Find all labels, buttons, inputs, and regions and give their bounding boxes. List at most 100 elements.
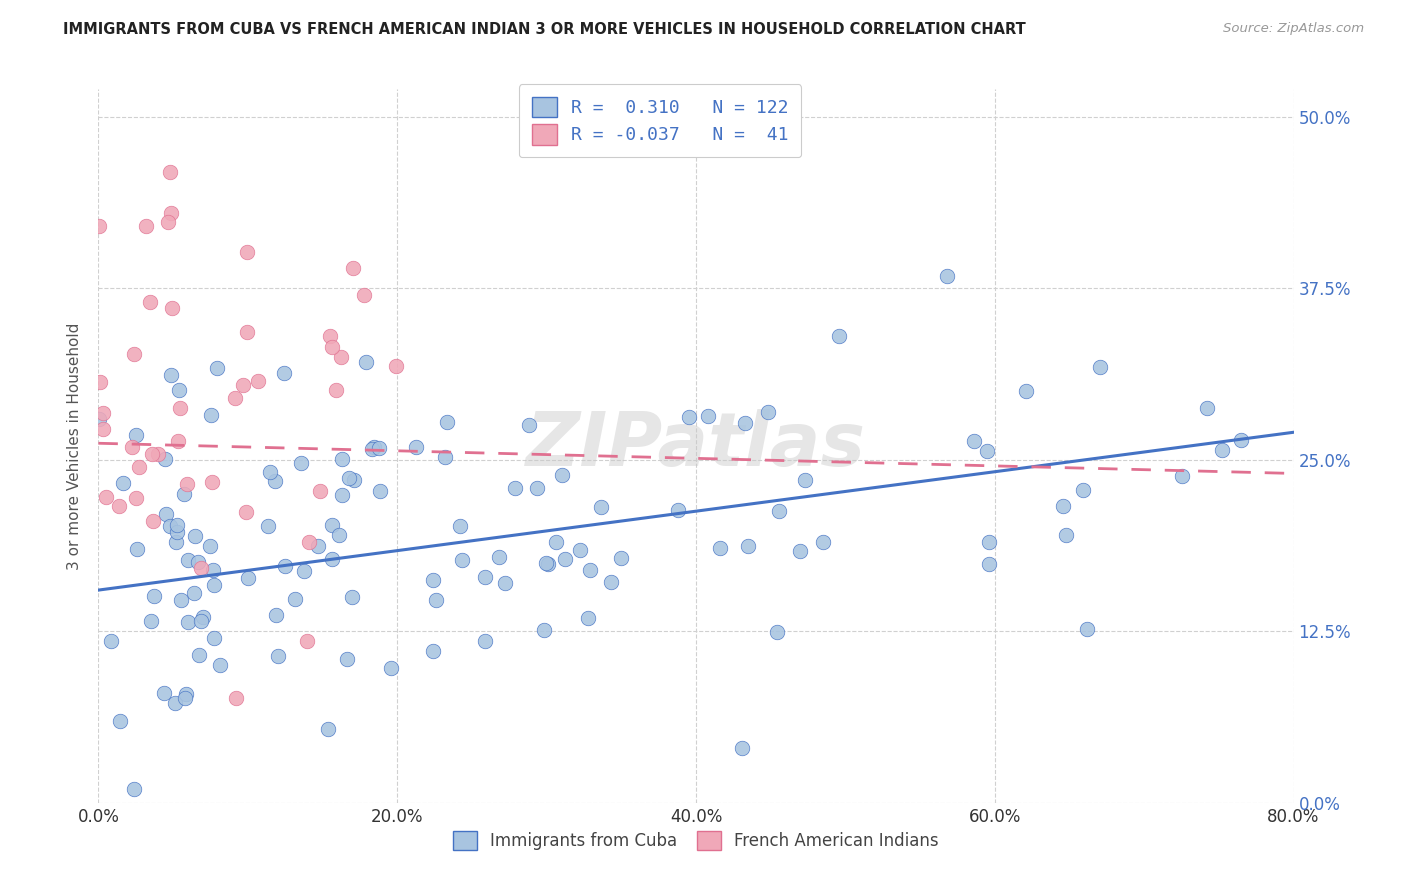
- Point: [385, 359, 408, 373]
- Point: [1211, 443, 1233, 458]
- Point: [297, 634, 319, 648]
- Point: [339, 471, 361, 485]
- Point: [170, 592, 193, 607]
- Point: [224, 391, 246, 405]
- Point: [236, 244, 259, 259]
- Point: [201, 475, 224, 489]
- Point: [159, 164, 181, 178]
- Point: [976, 444, 998, 458]
- Point: [330, 451, 353, 466]
- Point: [422, 573, 444, 587]
- Point: [155, 507, 177, 521]
- Point: [292, 564, 315, 578]
- Point: [731, 740, 754, 755]
- Point: [1171, 469, 1194, 483]
- Point: [153, 685, 176, 699]
- Point: [125, 491, 148, 505]
- Point: [225, 691, 247, 706]
- Point: [517, 417, 540, 432]
- Text: Source: ZipAtlas.com: Source: ZipAtlas.com: [1223, 22, 1364, 36]
- Point: [273, 366, 295, 380]
- Point: [169, 384, 191, 398]
- Point: [165, 696, 187, 710]
- Point: [208, 657, 231, 672]
- Point: [159, 519, 181, 533]
- Point: [232, 378, 254, 392]
- Point: [405, 440, 427, 454]
- Point: [737, 539, 759, 553]
- Point: [554, 552, 576, 566]
- Legend: Immigrants from Cuba, French American Indians: Immigrants from Cuba, French American In…: [446, 822, 946, 859]
- Point: [108, 499, 131, 513]
- Point: [200, 408, 222, 422]
- Point: [342, 260, 364, 275]
- Point: [537, 557, 560, 571]
- Point: [1195, 401, 1218, 416]
- Point: [696, 409, 718, 424]
- Point: [425, 592, 447, 607]
- Point: [318, 329, 340, 343]
- Text: ZIPatlas: ZIPatlas: [526, 409, 866, 483]
- Point: [309, 483, 332, 498]
- Point: [488, 550, 510, 565]
- Text: IMMIGRANTS FROM CUBA VS FRENCH AMERICAN INDIAN 3 OR MORE VEHICLES IN HOUSEHOLD C: IMMIGRANTS FROM CUBA VS FRENCH AMERICAN …: [63, 22, 1026, 37]
- Point: [1073, 483, 1095, 498]
- Point: [141, 447, 163, 461]
- Point: [434, 450, 457, 464]
- Point: [363, 440, 385, 454]
- Point: [368, 483, 391, 498]
- Point: [321, 518, 343, 533]
- Point: [127, 541, 149, 556]
- Point: [1054, 528, 1077, 542]
- Point: [159, 205, 181, 219]
- Point: [284, 591, 307, 606]
- Point: [290, 456, 312, 470]
- Point: [343, 473, 366, 487]
- Point: [436, 415, 458, 429]
- Point: [238, 571, 260, 585]
- Point: [536, 556, 558, 570]
- Point: [451, 553, 474, 567]
- Point: [449, 519, 471, 533]
- Point: [380, 661, 402, 675]
- Y-axis label: 3 or more Vehicles in Household: 3 or more Vehicles in Household: [67, 322, 83, 570]
- Point: [963, 434, 986, 448]
- Point: [89, 375, 111, 389]
- Point: [789, 544, 811, 558]
- Point: [811, 535, 834, 549]
- Point: [111, 476, 134, 491]
- Point: [1229, 434, 1251, 448]
- Point: [167, 434, 190, 448]
- Point: [794, 473, 817, 487]
- Point: [321, 551, 343, 566]
- Point: [361, 442, 384, 457]
- Point: [190, 560, 212, 574]
- Point: [589, 500, 612, 514]
- Point: [609, 551, 631, 566]
- Point: [159, 368, 181, 382]
- Point: [734, 416, 756, 430]
- Point: [321, 340, 343, 354]
- Point: [368, 441, 391, 455]
- Point: [340, 590, 363, 604]
- Point: [121, 440, 143, 454]
- Point: [110, 714, 132, 729]
- Point: [166, 518, 188, 533]
- Point: [768, 503, 790, 517]
- Point: [176, 477, 198, 491]
- Point: [422, 644, 444, 658]
- Point: [1015, 384, 1038, 398]
- Point: [202, 631, 225, 645]
- Point: [578, 563, 600, 577]
- Point: [264, 475, 287, 489]
- Point: [202, 578, 225, 592]
- Point: [139, 614, 162, 628]
- Point: [91, 422, 114, 436]
- Point: [503, 481, 526, 495]
- Point: [139, 294, 162, 309]
- Point: [936, 268, 959, 283]
- Point: [1052, 499, 1074, 513]
- Point: [87, 219, 110, 234]
- Point: [157, 215, 180, 229]
- Point: [1076, 623, 1098, 637]
